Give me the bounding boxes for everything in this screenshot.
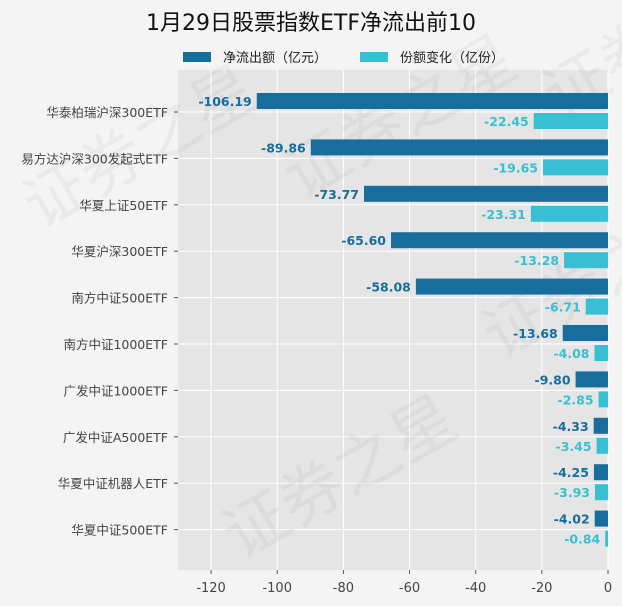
legend-share-change-label: 份额变化（亿份）	[400, 50, 504, 66]
x-tick-label: -120	[196, 581, 226, 596]
net-outflow-bar	[593, 417, 608, 434]
net-outflow-label: -4.25	[553, 465, 589, 480]
chart-title: 1月29日股票指数ETF净流出前10	[146, 11, 476, 36]
net-outflow-label: -9.80	[535, 372, 571, 387]
category-label: 华夏沪深300ETF	[71, 244, 168, 259]
net-outflow-bar	[593, 464, 608, 481]
category-label: 华泰柏瑞沪深300ETF	[46, 105, 168, 120]
x-tick-label: -100	[262, 581, 292, 596]
category-label: 广发中证A500ETF	[63, 430, 168, 445]
category-label: 华夏上证50ETF	[79, 198, 168, 213]
share-change-bar	[595, 484, 608, 501]
share-change-bar	[594, 345, 608, 361]
net-outflow-bar	[594, 510, 608, 527]
legend-net-outflow-label: 净流出额（亿元）	[223, 51, 327, 66]
category-label: 易方达沪深300发起式ETF	[21, 151, 168, 166]
share-change-label: -6.71	[545, 300, 581, 315]
share-change-bar	[564, 252, 608, 269]
x-tick-label: -20	[531, 581, 552, 596]
x-tick-label: -60	[399, 581, 420, 596]
net-outflow-label: -65.60	[341, 233, 386, 248]
share-change-bar	[543, 159, 608, 176]
share-change-label: -23.31	[481, 207, 526, 222]
net-outflow-bar	[363, 185, 608, 202]
share-change-label: -4.08	[553, 346, 589, 361]
net-outflow-bar	[310, 139, 608, 156]
net-outflow-label: -89.86	[261, 140, 306, 155]
legend-share-change-swatch	[360, 52, 388, 62]
x-tick-label: -80	[333, 581, 354, 596]
share-change-bar	[598, 391, 608, 408]
net-outflow-label: -58.08	[366, 280, 411, 295]
legend-net-outflow-swatch	[183, 52, 211, 62]
net-outflow-bar	[391, 232, 608, 249]
net-outflow-bar	[256, 93, 608, 109]
category-label: 华夏中证机器人ETF	[58, 476, 168, 491]
share-change-label: -3.45	[556, 439, 592, 454]
share-change-label: -0.84	[564, 532, 600, 547]
share-change-label: -19.65	[493, 160, 538, 175]
x-tick-label: 0	[604, 581, 612, 596]
share-change-bar	[596, 437, 608, 454]
share-change-label: -22.45	[484, 114, 529, 129]
share-change-bar	[530, 205, 608, 222]
net-outflow-label: -4.33	[553, 419, 589, 434]
category-label: 广发中证1000ETF	[63, 383, 168, 398]
net-outflow-label: -106.19	[198, 94, 251, 109]
net-outflow-bar	[562, 325, 608, 341]
share-change-label: -2.85	[558, 392, 594, 407]
net-outflow-bar	[575, 371, 608, 388]
share-change-bar	[585, 298, 608, 315]
share-change-bar	[605, 530, 608, 547]
net-outflow-bar	[415, 278, 608, 295]
net-outflow-label: -73.77	[314, 187, 359, 202]
category-label: 南方中证500ETF	[71, 291, 168, 306]
category-label: 南方中证1000ETF	[63, 337, 168, 352]
share-change-label: -3.93	[554, 485, 590, 500]
net-outflow-label: -13.68	[513, 326, 558, 341]
category-label: 华夏中证500ETF	[71, 523, 168, 538]
share-change-bar	[533, 113, 608, 129]
net-outflow-label: -4.02	[554, 512, 590, 527]
x-tick-label: -40	[465, 581, 486, 596]
share-change-label: -13.28	[514, 253, 559, 268]
